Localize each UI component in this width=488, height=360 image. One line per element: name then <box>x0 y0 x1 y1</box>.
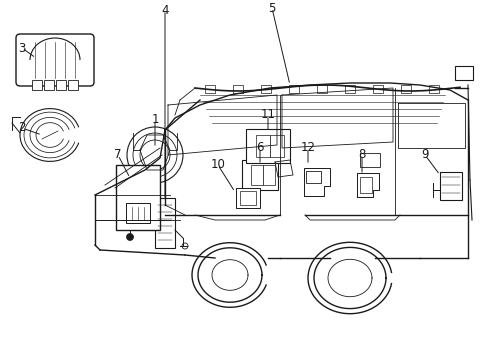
Bar <box>126 203 150 223</box>
Bar <box>359 177 371 193</box>
Bar <box>68 80 78 90</box>
Bar <box>359 153 379 167</box>
Text: 1: 1 <box>151 113 159 126</box>
Text: 11: 11 <box>260 108 275 121</box>
Bar <box>261 85 270 93</box>
Text: 10: 10 <box>210 158 225 171</box>
Bar <box>242 160 278 190</box>
Text: 5: 5 <box>268 1 275 14</box>
Bar <box>256 135 269 157</box>
Text: 9: 9 <box>420 148 428 162</box>
Bar <box>44 80 54 90</box>
Bar <box>155 198 175 248</box>
Circle shape <box>126 234 133 240</box>
Bar <box>372 85 382 93</box>
Bar <box>116 165 160 230</box>
Text: 6: 6 <box>256 141 263 154</box>
Bar <box>263 165 274 185</box>
Bar <box>439 172 461 200</box>
Bar <box>236 188 260 208</box>
Bar <box>316 85 326 93</box>
Bar <box>204 85 215 93</box>
Bar <box>240 191 256 205</box>
Bar <box>305 171 320 183</box>
Text: 12: 12 <box>300 141 315 154</box>
FancyBboxPatch shape <box>16 34 94 86</box>
Bar <box>454 66 472 80</box>
Text: 7: 7 <box>114 148 122 162</box>
Text: 4: 4 <box>161 4 168 17</box>
Bar <box>288 85 298 93</box>
Bar <box>428 85 438 93</box>
Bar <box>56 80 66 90</box>
Bar <box>250 165 263 185</box>
Text: 2: 2 <box>18 121 26 135</box>
Bar <box>269 135 284 157</box>
Bar <box>32 80 42 90</box>
Bar <box>345 85 354 93</box>
Bar <box>400 85 410 93</box>
Text: 8: 8 <box>358 148 365 162</box>
Bar <box>232 85 243 93</box>
Text: 3: 3 <box>18 41 26 54</box>
Bar <box>245 129 289 163</box>
